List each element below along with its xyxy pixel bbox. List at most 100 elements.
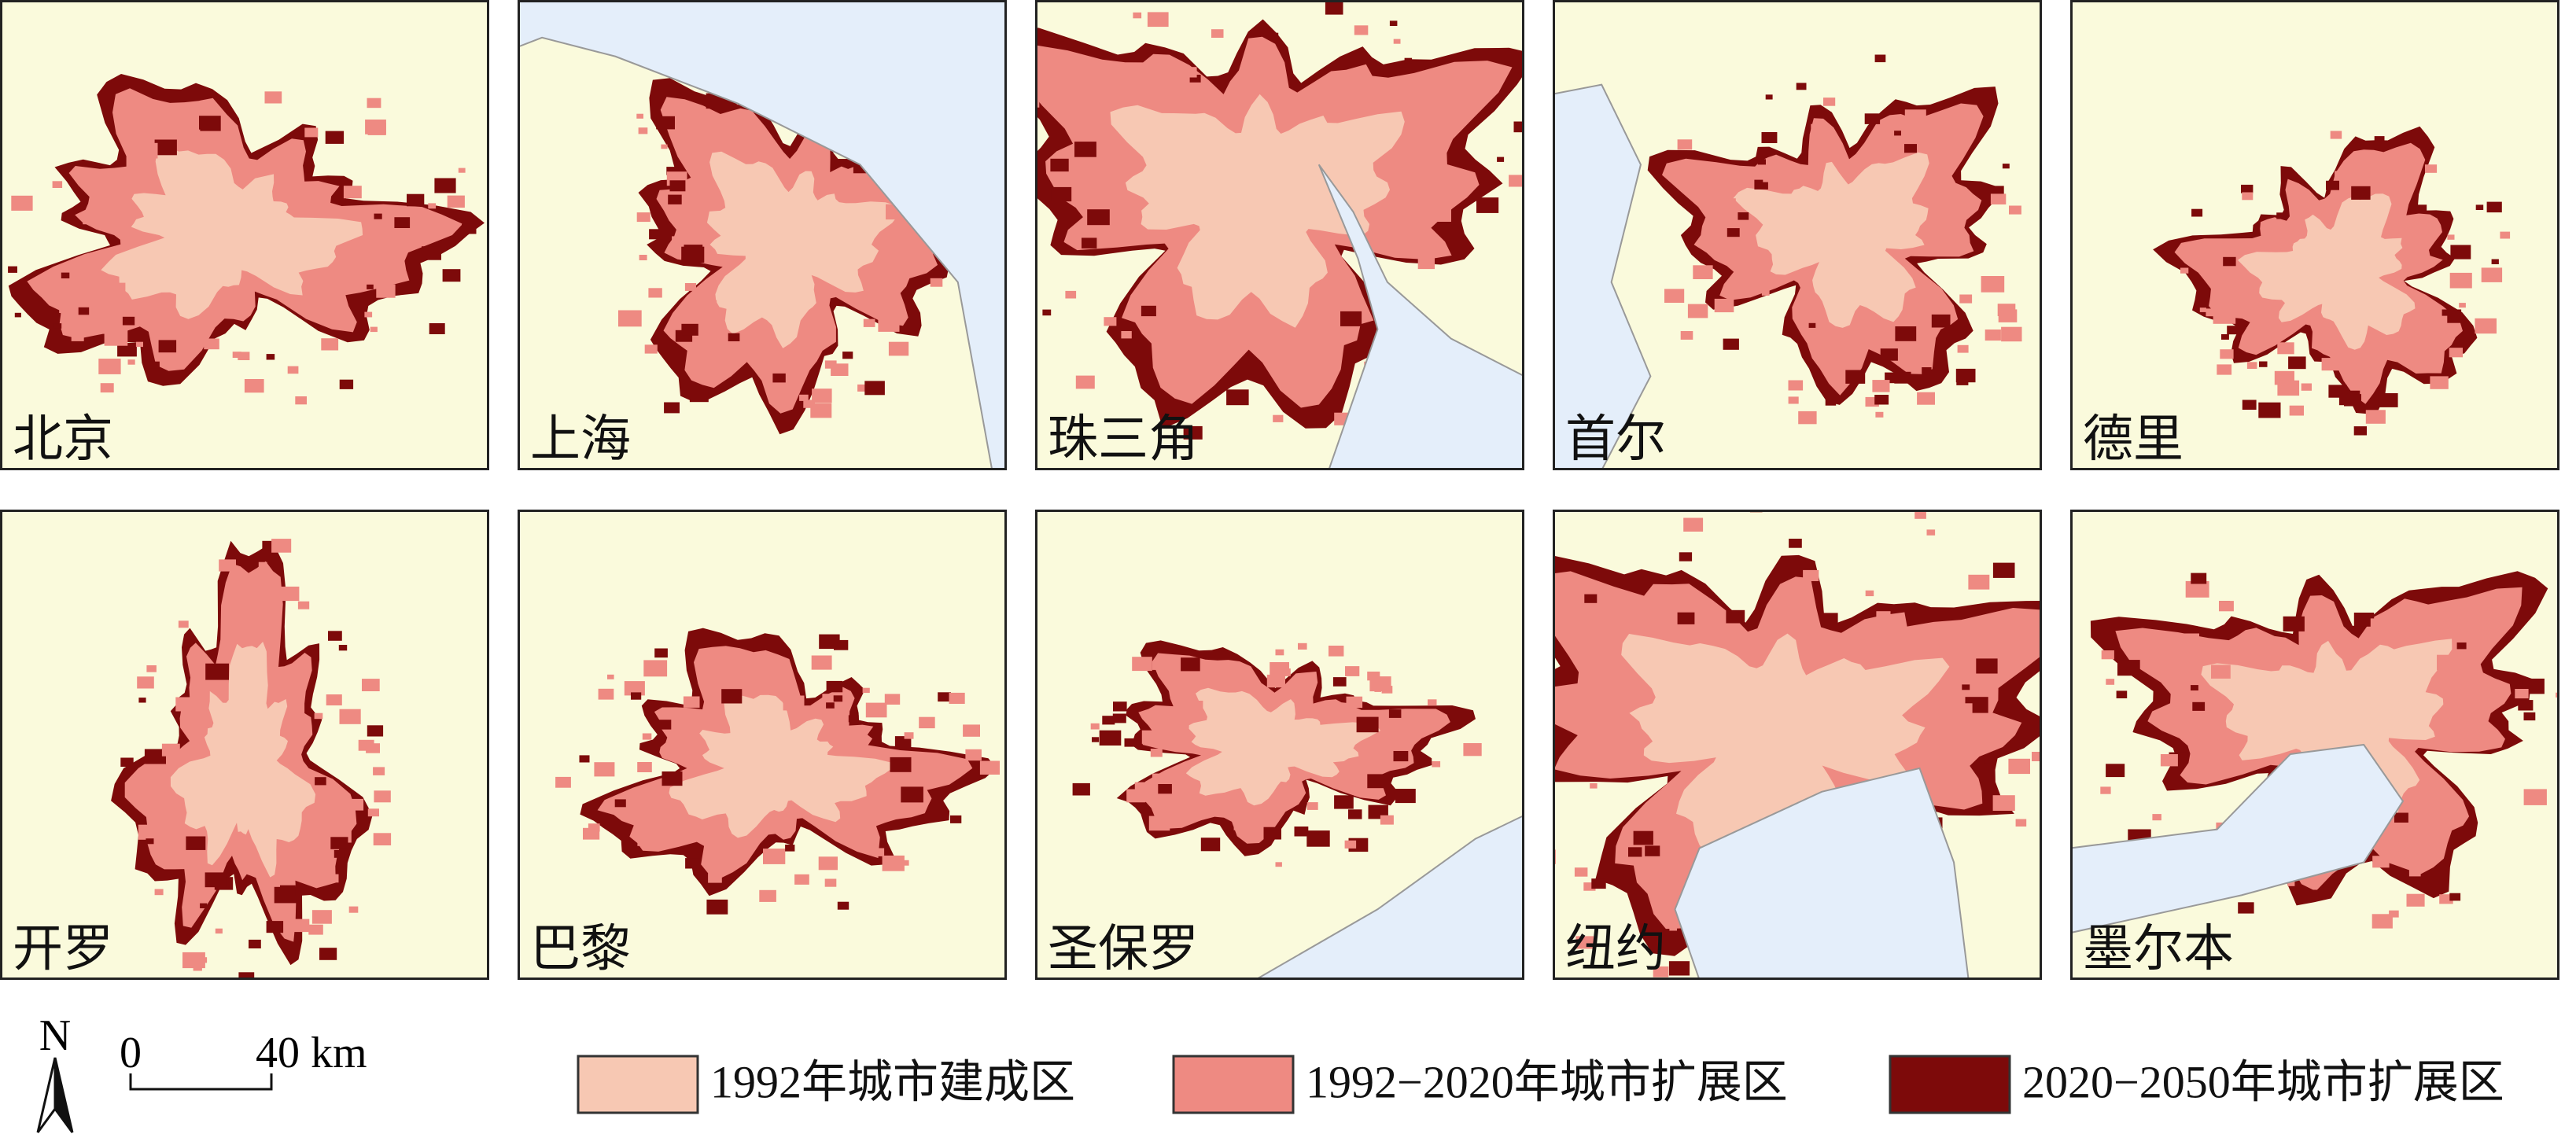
- urban-patch: [1633, 830, 1653, 845]
- urban-patch: [1574, 867, 1588, 877]
- urban-patch: [367, 725, 384, 737]
- urban-patch: [266, 921, 284, 933]
- legend-swatch: [577, 1055, 699, 1114]
- urban-patch: [1677, 139, 1693, 150]
- urban-patch: [122, 316, 135, 326]
- urban-patch: [1132, 657, 1152, 672]
- urban-patch: [343, 186, 362, 199]
- urban-patch: [1174, 316, 1188, 327]
- urban-patch: [1367, 774, 1388, 789]
- urban-patch: [280, 885, 296, 897]
- arrow-left: [36, 1057, 57, 1133]
- urban-patch: [98, 359, 121, 374]
- urban-patch: [1874, 54, 1886, 63]
- urban-patch: [1677, 612, 1695, 624]
- scale-start: 0: [120, 1029, 142, 1077]
- urban-patch: [2259, 361, 2268, 367]
- urban-patch: [831, 363, 849, 376]
- urban-patch: [1181, 657, 1200, 672]
- urban-patch: [681, 323, 698, 336]
- urban-patch: [266, 354, 275, 360]
- urban-patch: [656, 116, 675, 130]
- urban-patch: [1628, 847, 1642, 857]
- urban-patch: [120, 757, 134, 767]
- urban-patch: [1953, 703, 1973, 717]
- urban-patch: [2570, 667, 2576, 678]
- urban-patch: [2374, 136, 2385, 143]
- urban-patch: [1378, 755, 1396, 768]
- urban-patch: [238, 972, 255, 980]
- urban-patch: [579, 755, 590, 763]
- urban-patch: [1941, 111, 1956, 122]
- urban-patch: [1727, 228, 1740, 237]
- urban-patch: [648, 288, 662, 298]
- urban-patch: [215, 928, 223, 934]
- urban-patch: [447, 195, 465, 208]
- water: [1553, 83, 1652, 470]
- urban-patch: [8, 266, 17, 273]
- urban-patch: [1875, 411, 1884, 418]
- urban-patch: [2152, 814, 2161, 821]
- urban-patch: [2116, 690, 2128, 698]
- urban-patch: [2415, 204, 2427, 213]
- urban-patch: [643, 660, 668, 677]
- north-label: N: [39, 1011, 71, 1060]
- urban-patch: [2185, 580, 2209, 598]
- city-label: 德里: [2083, 411, 2184, 467]
- urban-patch: [1981, 276, 2005, 293]
- urban-patch: [1306, 802, 1318, 810]
- urban-patch: [2372, 856, 2390, 868]
- urban-patch: [2241, 184, 2254, 193]
- legend-label: 1992年城市建成区: [710, 1056, 1075, 1107]
- urban-patch: [1121, 331, 1132, 339]
- urban-patch: [1513, 121, 1524, 133]
- urban-patch: [2394, 812, 2408, 823]
- urban-patch: [826, 680, 843, 693]
- urban-patch: [1553, 849, 1556, 864]
- urban-patch: [904, 732, 914, 739]
- urban-patch: [2365, 410, 2386, 424]
- urban-patch: [198, 957, 208, 963]
- urban-patch: [2447, 234, 2455, 240]
- urban-patch: [154, 139, 177, 156]
- urban-patch: [2515, 689, 2529, 699]
- urban-patch: [2191, 573, 2207, 584]
- urban-patch: [2328, 385, 2347, 398]
- urban-patch: [2482, 619, 2497, 630]
- urban-patch: [1823, 98, 1836, 106]
- urban-patch: [1432, 761, 1441, 768]
- urban-patch: [2408, 868, 2421, 877]
- urban-patch: [373, 767, 385, 775]
- panel-border: [1035, 510, 1524, 980]
- urban-patch: [290, 919, 310, 933]
- city-label: 珠三角: [1048, 411, 1199, 467]
- urban-patch: [1269, 811, 1276, 816]
- urban-patch: [161, 743, 180, 757]
- urban-patch: [1150, 749, 1163, 757]
- urban-patch: [2289, 405, 2304, 416]
- urban-patch: [182, 952, 205, 969]
- urban-patch: [1895, 326, 1917, 341]
- urban-patch: [2246, 327, 2263, 338]
- urban-patch: [1035, 50, 1037, 67]
- urban-patch: [637, 837, 650, 846]
- scale-end: 40 km: [256, 1029, 367, 1077]
- urban-patch: [1765, 94, 1773, 100]
- urban-patch: [1181, 67, 1197, 78]
- urban-patch: [2288, 356, 2306, 370]
- urban-patch: [2191, 685, 2198, 690]
- urban-patch: [1585, 738, 1605, 752]
- urban-patch: [1332, 677, 1347, 687]
- urban-patch: [2523, 789, 2547, 805]
- urban-patch: [1872, 380, 1890, 392]
- urban-patch: [347, 798, 364, 811]
- urban-patch: [662, 771, 683, 786]
- urban-patch: [1417, 257, 1435, 270]
- urban-patch: [803, 399, 815, 408]
- urban-patch: [1334, 795, 1354, 809]
- urban-patch: [1822, 613, 1838, 624]
- urban-patch: [2220, 349, 2234, 359]
- urban-patch: [1072, 782, 1090, 796]
- urban-patch: [1985, 330, 2001, 341]
